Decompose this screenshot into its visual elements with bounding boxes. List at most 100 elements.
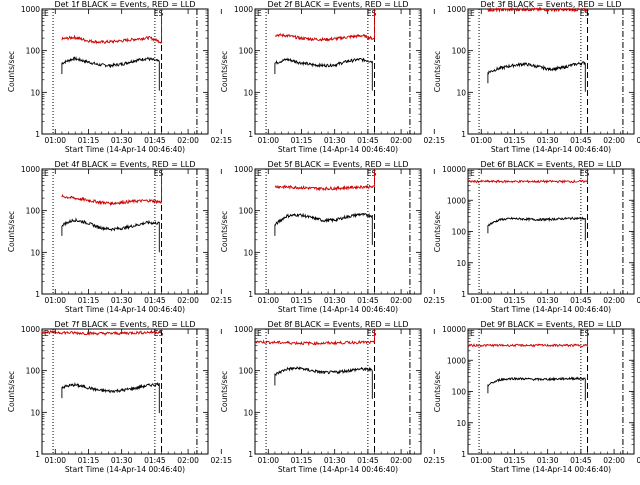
x-tick-label: 01:30	[111, 456, 133, 465]
plot-frame	[254, 328, 422, 455]
y-tick-label: 1	[35, 130, 40, 139]
x-tick-label: 01:00	[44, 456, 66, 465]
x-tick-label: 01:15	[78, 136, 100, 145]
y-tick-label: 1000	[21, 165, 40, 174]
y-tick-label: 10	[456, 88, 466, 97]
chart-panel-8: Det 8f BLACK = Events, RED = LLD 1 10 100 10…	[220, 320, 445, 474]
chart-title: Det 3f BLACK = Events, RED = LLD	[480, 0, 621, 9]
y-tick-label: 1000	[234, 5, 253, 14]
x-tick-label: 02:15	[423, 296, 445, 305]
x-tick-label: 02:00	[390, 136, 412, 145]
x-tick-label: 01:00	[44, 136, 66, 145]
x-tick-label: 01:15	[504, 456, 526, 465]
y-axis-label: Counts/sec	[7, 211, 16, 252]
chart-panel-5: Det 5f BLACK = Events, RED = LLD 1 10 100 10…	[220, 160, 445, 314]
x-tick-label: 01:45	[570, 296, 592, 305]
chart-panel-9: Det 9f BLACK = Events, RED = LLD 1 10 100 10…	[433, 320, 640, 474]
plot-frame	[467, 328, 635, 455]
x-tick-label: 02:15	[636, 296, 640, 305]
y-tick-label: 100	[239, 47, 254, 56]
y-tick-label: 100	[26, 47, 41, 56]
edge-label-e: E	[44, 329, 49, 338]
chart-title: Det 7f BLACK = Events, RED = LLD	[54, 320, 195, 329]
edge-label-es: ES	[154, 9, 164, 18]
x-tick-label: 02:15	[423, 136, 445, 145]
x-tick-label: 02:00	[603, 296, 625, 305]
y-tick-label: 100	[26, 207, 41, 216]
x-tick-label: 02:00	[390, 456, 412, 465]
y-tick-label: 10	[30, 88, 40, 97]
x-tick-label: 01:45	[144, 136, 166, 145]
events-series-line	[487, 61, 586, 92]
lld-series-line	[487, 6, 588, 13]
chart-panel-1: Det 1f BLACK = Events, RED = LLD 1 10 100 10…	[7, 0, 232, 154]
y-tick-label: 100	[26, 367, 41, 376]
y-axis-label: Counts/sec	[433, 371, 442, 412]
x-tick-label: 01:15	[78, 296, 100, 305]
x-tick-label: 01:30	[111, 296, 133, 305]
y-axis-label: Counts/sec	[433, 211, 442, 252]
lld-series-line	[254, 329, 375, 347]
chart-panel-4: Det 4f BLACK = Events, RED = LLD 1 10 100 10…	[7, 160, 232, 314]
y-tick-label: 10	[243, 408, 253, 417]
lld-series-line	[274, 9, 375, 42]
x-tick-label: 01:30	[324, 136, 346, 145]
y-tick-label: 10	[456, 259, 466, 268]
x-axis-label: Start Time (14-Apr-14 00:46:40)	[65, 465, 185, 474]
y-tick-label: 100	[239, 367, 254, 376]
x-tick-label: 01:45	[570, 456, 592, 465]
edge-label-es: ES	[580, 9, 590, 18]
edge-label-e: E	[44, 169, 49, 178]
y-tick-label: 1000	[447, 5, 466, 14]
y-tick-label: 100	[452, 388, 467, 397]
x-tick-label: 02:00	[390, 296, 412, 305]
y-tick-label: 1	[461, 130, 466, 139]
x-tick-label: 01:00	[44, 296, 66, 305]
plot-frame	[41, 328, 209, 455]
edge-label-es: ES	[580, 169, 590, 178]
events-series-line	[487, 376, 586, 401]
edge-label-e: E	[257, 169, 262, 178]
chart-title: Det 5f BLACK = Events, RED = LLD	[267, 160, 408, 169]
x-axis-label: Start Time (14-Apr-14 00:46:40)	[491, 465, 611, 474]
y-tick-label: 1	[35, 450, 40, 459]
x-axis-label: Start Time (14-Apr-14 00:46:40)	[491, 145, 611, 154]
x-tick-label: 01:45	[144, 296, 166, 305]
edge-label-e: E	[470, 9, 475, 18]
y-tick-label: 10	[30, 248, 40, 257]
x-tick-label: 01:00	[257, 296, 279, 305]
y-axis-label: Counts/sec	[220, 371, 229, 412]
x-tick-label: 01:30	[537, 296, 559, 305]
y-tick-label: 10	[243, 88, 253, 97]
edge-label-e: E	[470, 329, 475, 338]
x-axis-label: Start Time (14-Apr-14 00:46:40)	[65, 305, 185, 314]
x-tick-label: 01:00	[470, 136, 492, 145]
y-tick-label: 10	[456, 419, 466, 428]
plot-frame	[467, 8, 635, 135]
plot-frame	[41, 168, 209, 295]
chart-title: Det 6f BLACK = Events, RED = LLD	[480, 160, 621, 169]
lld-series-line	[61, 169, 162, 207]
x-tick-label: 02:15	[423, 456, 445, 465]
lld-series-line	[274, 169, 375, 192]
edge-label-e: E	[470, 169, 475, 178]
events-series-line	[274, 57, 373, 91]
y-tick-label: 100	[452, 47, 467, 56]
x-tick-label: 02:15	[636, 136, 640, 145]
plot-frame	[254, 8, 422, 135]
events-series-line	[61, 56, 160, 91]
y-tick-label: 1	[248, 130, 253, 139]
x-axis-label: Start Time (14-Apr-14 00:46:40)	[278, 465, 398, 474]
x-tick-label: 01:45	[144, 456, 166, 465]
y-axis-label: Counts/sec	[220, 211, 229, 252]
y-tick-label: 1	[248, 290, 253, 299]
x-tick-label: 02:00	[177, 456, 199, 465]
lld-series-line	[61, 9, 162, 45]
x-tick-label: 01:15	[291, 456, 313, 465]
edge-label-e: E	[44, 9, 49, 18]
plot-frame	[41, 8, 209, 135]
y-tick-label: 1	[461, 290, 466, 299]
y-tick-label: 10000	[442, 165, 466, 174]
y-tick-label: 1	[35, 290, 40, 299]
